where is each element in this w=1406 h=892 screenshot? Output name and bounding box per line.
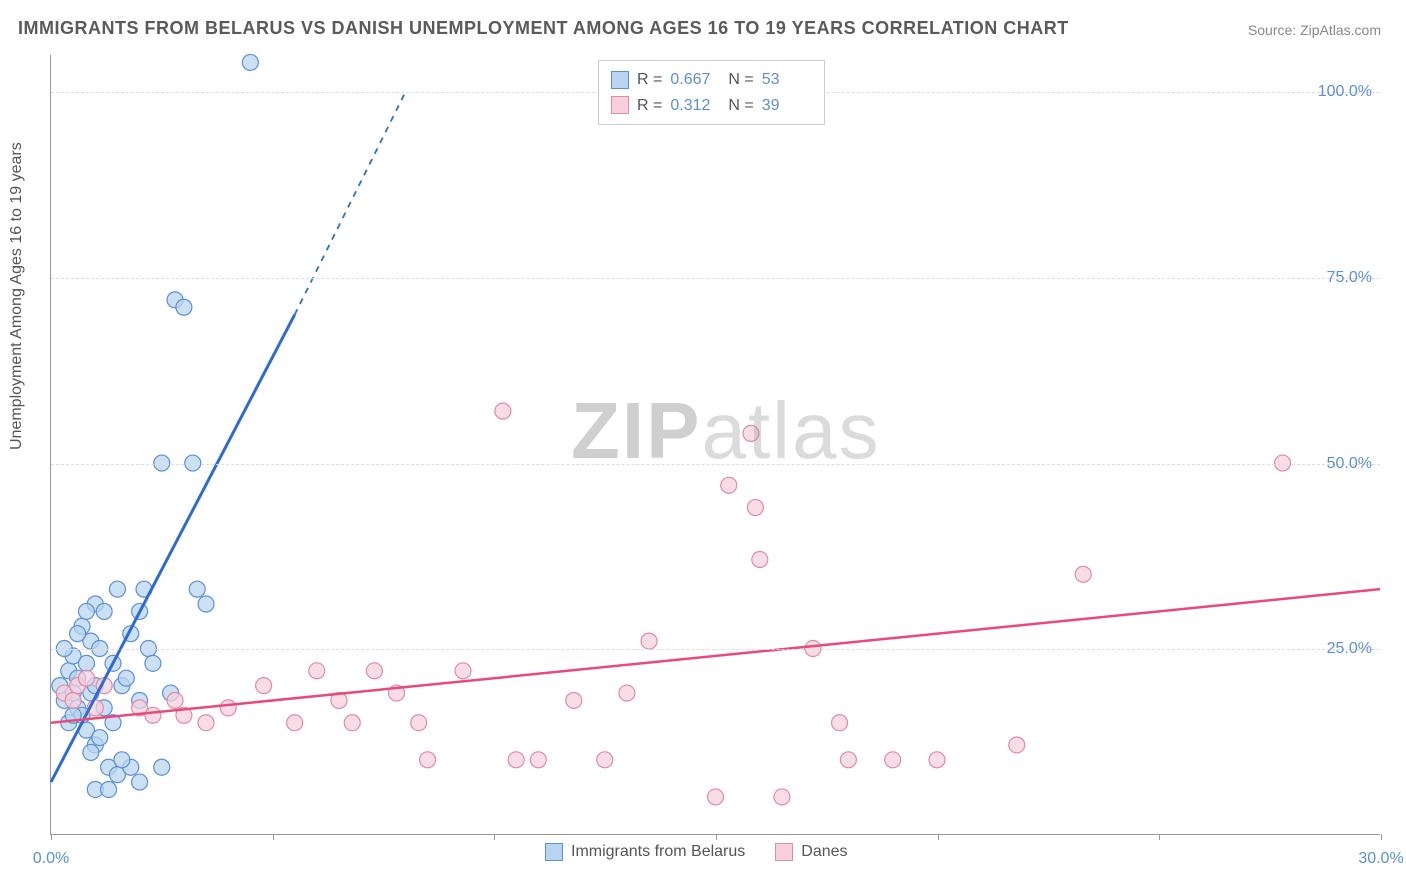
data-point [752,552,768,568]
n-label: N = [728,93,753,119]
data-point [366,663,382,679]
x-tick [938,834,939,840]
data-point [455,663,471,679]
data-point [256,678,272,694]
swatch-danes-bottom [775,843,793,861]
swatch-belarus-bottom [545,843,563,861]
data-point [344,715,360,731]
legend-item-belarus: Immigrants from Belarus [545,843,745,861]
data-point [747,500,763,516]
data-point [641,633,657,649]
data-point [114,752,130,768]
y-axis-label: Unemployment Among Ages 16 to 19 years [8,142,26,450]
data-point [65,692,81,708]
x-tick [1381,834,1382,840]
data-point [78,603,94,619]
chart-svg [51,55,1380,834]
legend-label-danes: Danes [801,843,847,861]
source-attribution: Source: ZipAtlas.com [1248,22,1381,38]
data-point [154,759,170,775]
regression-line [51,315,295,782]
data-point [96,603,112,619]
n-value-belarus: 53 [762,67,812,93]
legend-item-danes: Danes [775,843,847,861]
y-tick-label: 50.0% [1327,455,1372,473]
data-point [198,715,214,731]
swatch-belarus [611,71,629,89]
n-label: N = [728,67,753,93]
data-point [78,655,94,671]
x-tick [716,834,717,840]
r-value-belarus: 0.667 [670,67,720,93]
data-point [132,774,148,790]
data-point [109,581,125,597]
n-value-danes: 39 [762,93,812,119]
gridline [51,278,1380,279]
chart-title: IMMIGRANTS FROM BELARUS VS DANISH UNEMPL… [18,18,1069,39]
data-point [242,54,258,70]
data-point [309,663,325,679]
data-point [619,685,635,701]
stats-row-belarus: R = 0.667 N = 53 [611,67,812,93]
plot-area: ZIPatlas 25.0%50.0%75.0%100.0%0.0%30.0% [50,55,1380,835]
data-point [101,781,117,797]
y-tick-label: 25.0% [1327,640,1372,658]
data-point [145,707,161,723]
x-tick [51,834,52,840]
data-point [840,752,856,768]
data-point [411,715,427,731]
data-point [83,744,99,760]
x-tick [273,834,274,840]
data-point [508,752,524,768]
data-point [832,715,848,731]
y-tick-label: 100.0% [1318,83,1372,101]
x-tick [1159,834,1160,840]
data-point [70,626,86,642]
data-point [885,752,901,768]
data-point [743,425,759,441]
data-point [721,477,737,493]
x-tick-label-right: 30.0% [1358,850,1403,868]
swatch-danes [611,96,629,114]
data-point [708,789,724,805]
data-point [145,655,161,671]
x-tick-label-left: 0.0% [33,850,69,868]
data-point [189,581,205,597]
stats-row-danes: R = 0.312 N = 39 [611,93,812,119]
r-label: R = [637,67,662,93]
legend-label-belarus: Immigrants from Belarus [571,843,745,861]
regression-line-extrapolated [295,92,406,315]
data-point [530,752,546,768]
y-tick-label: 75.0% [1327,269,1372,287]
stats-legend: R = 0.667 N = 53 R = 0.312 N = 39 [598,60,825,125]
gridline [51,464,1380,465]
r-label: R = [637,93,662,119]
data-point [774,789,790,805]
data-point [118,670,134,686]
data-point [597,752,613,768]
data-point [220,700,236,716]
data-point [92,730,108,746]
data-point [929,752,945,768]
data-point [176,299,192,315]
data-point [420,752,436,768]
gridline [51,649,1380,650]
data-point [1075,566,1091,582]
data-point [287,715,303,731]
regression-line [51,589,1380,723]
data-point [495,403,511,419]
r-value-danes: 0.312 [670,93,720,119]
data-point [167,692,183,708]
data-point [198,596,214,612]
data-point [78,670,94,686]
series-legend: Immigrants from Belarus Danes [545,843,848,861]
data-point [1009,737,1025,753]
x-tick [494,834,495,840]
data-point [566,692,582,708]
